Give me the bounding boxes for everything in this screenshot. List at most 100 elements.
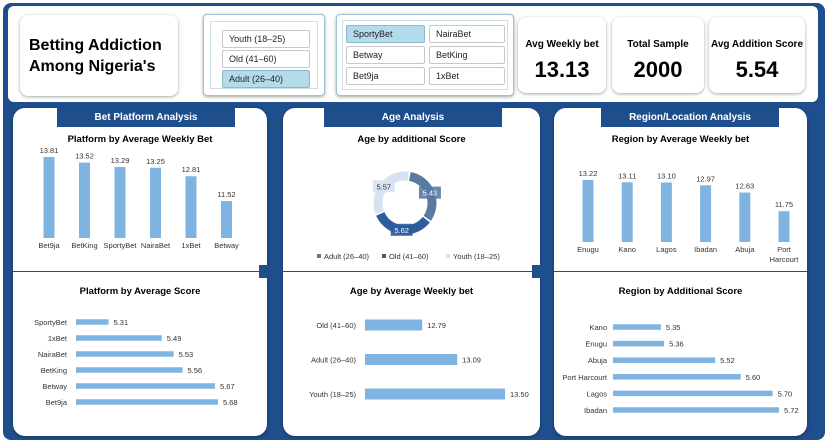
- bar: [365, 319, 423, 331]
- data-label: 5.36: [669, 340, 684, 349]
- platform-weekly-title: Platform by Average Weekly Bet: [67, 134, 213, 145]
- bar: [150, 167, 161, 238]
- age-panel: [283, 108, 540, 436]
- bar: [76, 335, 162, 341]
- slice-label-bg: [390, 223, 413, 236]
- bar: [76, 399, 218, 405]
- age-score-title: Age by additional Score: [357, 134, 466, 145]
- data-label: 13.25: [146, 157, 165, 166]
- platform-score-chart: SportyBet 5.31 1xBet 5.49 NairaBet 5.53 BetKin…: [34, 318, 238, 407]
- bar: [76, 351, 174, 357]
- title-card: Betting Addiction Among Nigeria's: [20, 15, 178, 96]
- kpi-value: 2000: [633, 57, 683, 82]
- tick-label: Betway: [214, 241, 239, 250]
- data-label: 5.43: [423, 189, 438, 198]
- kpi-total-sample: Total Sample 2000: [612, 17, 704, 93]
- bar: [76, 319, 109, 325]
- tick-label: NairaBet: [38, 350, 68, 359]
- bar: [613, 324, 661, 330]
- data-label: 13.29: [111, 156, 130, 165]
- bar: [365, 388, 505, 400]
- tick-label: BetKing: [41, 366, 67, 375]
- tick-label: BetKing: [71, 241, 97, 250]
- region-panel: [554, 108, 807, 436]
- kpi-label: Total Sample: [627, 39, 689, 50]
- legend-swatch: [382, 254, 386, 258]
- age-weekly-title: Age by Average Weekly bet: [349, 286, 474, 297]
- divider-marker: [532, 265, 545, 278]
- tick-label: 1xBet: [48, 334, 68, 343]
- data-label: 12.81: [182, 165, 201, 174]
- data-label: 5.56: [188, 366, 203, 375]
- bar: [700, 185, 712, 242]
- tick-label: Port: [777, 245, 792, 254]
- tick-label: Abuja: [735, 245, 755, 254]
- kpi-avg-addition-score: Avg Addition Score 5.54: [709, 17, 805, 93]
- kpi-value: 13.13: [534, 57, 590, 82]
- bar: [621, 182, 633, 242]
- platform-slicer-item-bet9ja[interactable]: Bet9ja: [346, 67, 425, 85]
- data-label: 5.53: [179, 350, 194, 359]
- bar: [613, 340, 665, 347]
- bar: [582, 180, 594, 242]
- data-label: 13.09: [462, 356, 481, 365]
- data-label: 5.62: [394, 226, 409, 235]
- platform-slicer-item-1xbet[interactable]: 1xBet: [429, 67, 505, 85]
- legend-swatch: [446, 254, 450, 258]
- tick-label: Youth (18–25): [309, 390, 356, 399]
- divider-marker: [259, 265, 272, 278]
- tick-label: Abuja: [588, 356, 608, 365]
- age-slicer-item-youth[interactable]: Youth (18–25): [222, 30, 310, 48]
- platform-slicer: SportyBet NairaBet Betway BetKing Bet9ja…: [336, 14, 514, 96]
- kpi-avg-weekly-bet: Avg Weekly bet 13.13: [518, 17, 606, 93]
- tick-label: Betway: [42, 382, 67, 391]
- tick-label: Kano: [618, 245, 636, 254]
- data-label: 13.11: [618, 171, 636, 180]
- age-slicer-item-adult[interactable]: Adult (26–40): [222, 70, 310, 88]
- bar: [613, 374, 741, 380]
- legend-label: Youth (18–25): [453, 252, 500, 261]
- platform-slicer-item-nairabet[interactable]: NairaBet: [429, 25, 505, 43]
- data-label: 5.72: [784, 406, 799, 415]
- age-slicer-item-old[interactable]: Old (41–60): [222, 50, 310, 68]
- platform-score-title: Platform by Average Score: [79, 286, 201, 297]
- age-slicer-frame: [210, 21, 318, 89]
- bar: [76, 383, 216, 389]
- tick-label: 1xBet: [181, 241, 201, 250]
- section-divider: [13, 271, 807, 272]
- age-score-chart: 5.43 5.62 5.57 Adult (26–40) Old (41–60) Yout…: [317, 171, 500, 261]
- region-score-chart: Kano 5.35 Enugu 5.36 Abuja 5.52 Port Harcourt 5…: [562, 323, 798, 415]
- bar: [660, 182, 672, 242]
- legend-label: Old (41–60): [389, 252, 429, 261]
- tick-label: Port Harcourt: [562, 373, 608, 382]
- tick-label: Kano: [589, 323, 607, 332]
- tick-label: Ibadan: [584, 406, 607, 415]
- tick-label: Ibadan: [694, 245, 717, 254]
- bar: [114, 167, 126, 238]
- tick-label: Old (41–60): [316, 321, 356, 330]
- region-score-title: Region by Additional Score: [618, 286, 743, 297]
- data-label: 13.81: [40, 146, 59, 155]
- tick-label: Enugu: [585, 340, 607, 349]
- data-label: 11.52: [217, 190, 235, 199]
- data-label: 12.63: [735, 182, 754, 191]
- platform-slicer-item-sportybet[interactable]: SportyBet: [346, 25, 425, 43]
- bar: [613, 390, 773, 397]
- data-label: 5.68: [223, 398, 238, 407]
- tick-label: Bet9ja: [38, 241, 60, 250]
- platform-slicer-item-betking[interactable]: BetKing: [429, 46, 505, 64]
- age-panel-tab: Age Analysis: [324, 108, 502, 127]
- platform-slicer-frame: [342, 20, 508, 90]
- tick-label: SportyBet: [104, 241, 138, 250]
- tick-label: NairaBet: [141, 241, 171, 250]
- platform-slicer-item-betway[interactable]: Betway: [346, 46, 425, 64]
- data-label: 5.31: [114, 318, 129, 327]
- bar: [739, 192, 751, 242]
- data-label: 11.75: [775, 200, 793, 209]
- region-panel-tab: Region/Location Analysis: [601, 108, 779, 127]
- tick-label: Enugu: [577, 245, 599, 254]
- tick-label: Harcourt: [770, 255, 800, 264]
- tick-label: SportyBet: [34, 318, 68, 327]
- data-label: 5.67: [220, 382, 235, 391]
